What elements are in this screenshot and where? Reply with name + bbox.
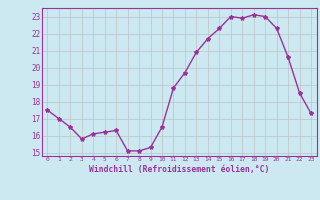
X-axis label: Windchill (Refroidissement éolien,°C): Windchill (Refroidissement éolien,°C) (89, 165, 269, 174)
